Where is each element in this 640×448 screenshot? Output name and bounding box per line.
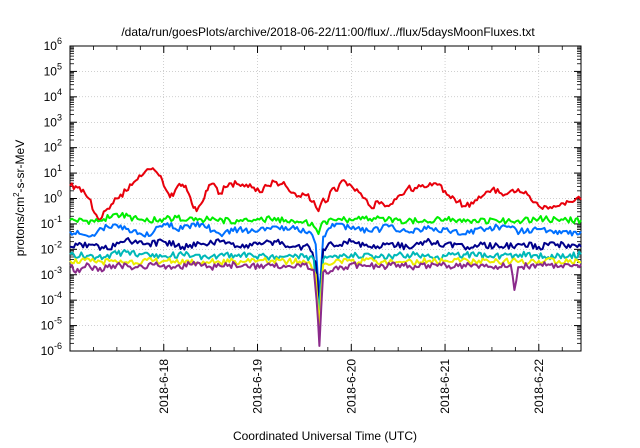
series-line [69,256,582,327]
x-tick-label: 2018-6-22 [532,359,546,414]
y-tick-label: 104 [44,87,62,104]
series-line [69,260,582,347]
y-tick-label: 10-6 [41,341,62,358]
x-axis-label: Coordinated Universal Time (UTC) [233,429,417,443]
y-tick-label: 10-1 [41,214,62,231]
y-tick-label: 102 [44,138,62,155]
y-axis-label: protons/cm2-s-sr-MeV [12,140,27,256]
series-line [69,221,582,297]
y-tick-label: 101 [44,163,62,180]
chart-title: /data/run/goesPlots/archive/2018-06-22/1… [121,25,535,39]
x-tick-label: 2018-6-18 [157,359,171,414]
x-tick-label: 2018-6-20 [344,359,358,414]
x-axis: 2018-6-18 2018-6-19 2018-6-20 2018-6-21 2018… [93,46,563,414]
y-tick-label: 10-4 [41,290,62,307]
series-line [69,211,582,236]
y-tick-label: 100 [44,189,62,206]
y-tick-label: 105 [44,61,62,78]
series-lines [69,167,582,347]
grid-lines [70,46,581,351]
x-tick-label: 2018-6-21 [438,359,452,414]
x-tick-label: 2018-6-19 [251,359,265,414]
y-tick-label: 103 [44,112,62,129]
y-tick-label: 10-2 [41,239,62,256]
series-line [69,248,582,312]
y-tick-label: 10-5 [41,316,62,333]
y-axis: 10-6 10-5 10-4 10-3 10-2 10-1 100 101 102 103 104 1… [41,36,581,358]
y-tick-label: 106 [44,36,62,53]
y-tick-label: 10-3 [41,265,62,282]
series-line [69,167,582,221]
series-line [69,237,582,307]
